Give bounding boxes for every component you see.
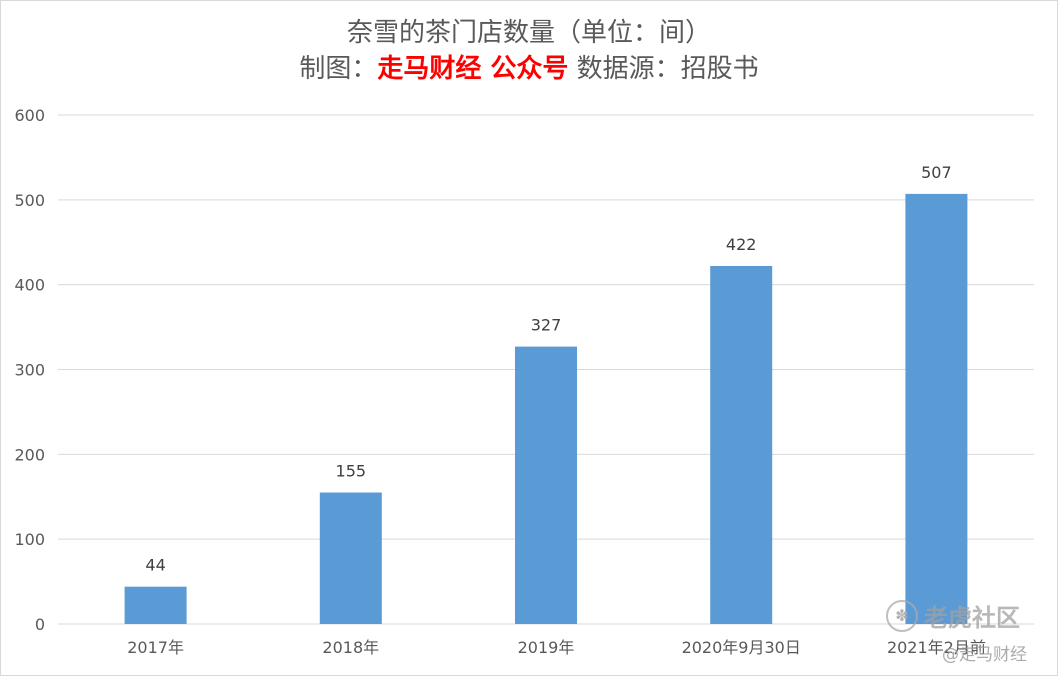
data-label: 155 <box>336 462 367 481</box>
chart-subtitle: 制图：走马财经 公众号 数据源：招股书 <box>0 52 1058 86</box>
data-label: 44 <box>145 556 165 575</box>
subtitle-prefix: 制图： <box>299 54 378 84</box>
x-tick-label: 2021年2月前 <box>887 638 986 657</box>
bar <box>124 586 187 624</box>
x-tick-label: 2019年 <box>518 638 575 657</box>
bar <box>319 492 382 624</box>
watermark: ✽ 老虎社区 @走马财经 <box>886 598 1036 668</box>
watermark-author: @走马财经 <box>942 645 1027 665</box>
y-tick-label: 600 <box>14 106 45 125</box>
y-tick-label: 300 <box>14 361 45 380</box>
x-tick-label: 2017年 <box>127 638 184 657</box>
subtitle-brand: 走马财经 公众号 <box>377 54 569 84</box>
chart-title: 奈雪的茶门店数量（单位：间） <box>346 18 711 48</box>
bar <box>905 193 968 624</box>
y-tick-label: 500 <box>14 191 45 210</box>
data-label: 422 <box>726 235 757 254</box>
y-tick-label: 200 <box>14 445 45 464</box>
bar <box>515 346 577 624</box>
x-tick-label: 2020年9月30日 <box>682 638 801 657</box>
paw-icon: ✽ <box>886 600 918 632</box>
x-tick-label: 2018年 <box>322 638 379 657</box>
data-label: 507 <box>921 163 952 182</box>
watermark-site: 老虎社区 <box>924 604 1020 632</box>
y-tick-label: 100 <box>14 530 45 549</box>
y-tick-label: 0 <box>35 615 45 634</box>
data-label: 327 <box>531 316 562 335</box>
y-tick-label: 400 <box>14 276 45 295</box>
subtitle-suffix: 数据源：招股书 <box>568 54 759 84</box>
bar <box>710 266 773 624</box>
